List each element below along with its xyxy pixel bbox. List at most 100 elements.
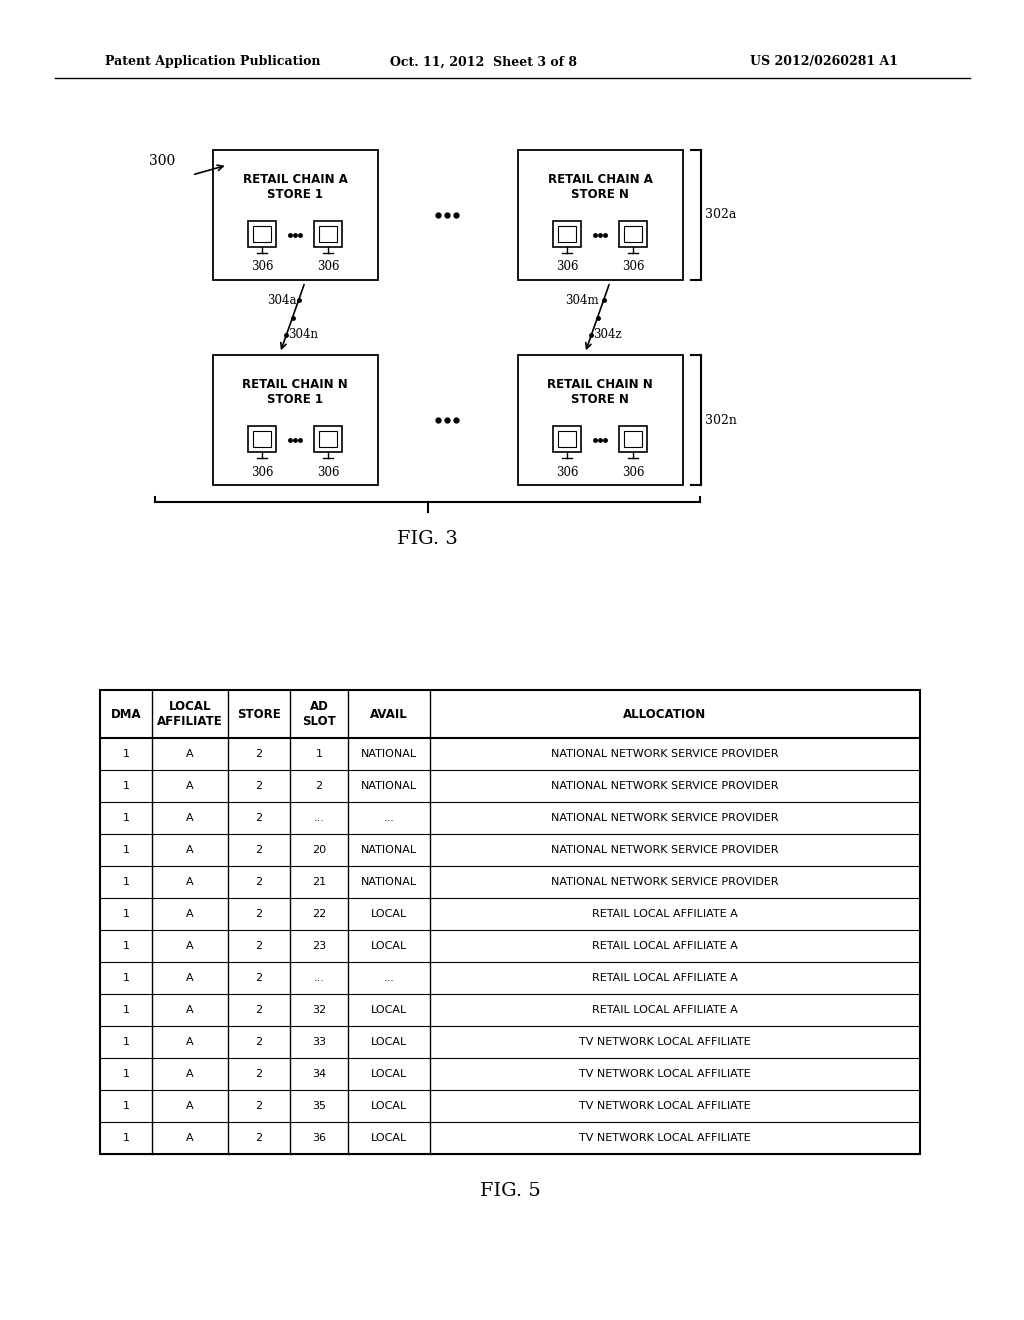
Text: RETAIL LOCAL AFFILIATE A: RETAIL LOCAL AFFILIATE A bbox=[592, 1005, 738, 1015]
Text: A: A bbox=[186, 909, 194, 919]
Text: LOCAL: LOCAL bbox=[371, 1038, 408, 1047]
Bar bbox=[314, 426, 342, 451]
Text: 21: 21 bbox=[312, 876, 326, 887]
Bar bbox=[618, 220, 647, 247]
Text: LOCAL: LOCAL bbox=[371, 1101, 408, 1111]
Text: ...: ... bbox=[313, 973, 325, 983]
Bar bbox=[553, 220, 581, 247]
Bar bbox=[248, 426, 276, 451]
Bar bbox=[618, 426, 647, 451]
Text: RETAIL CHAIN N
STORE 1: RETAIL CHAIN N STORE 1 bbox=[242, 378, 348, 407]
Text: NATIONAL NETWORK SERVICE PROVIDER: NATIONAL NETWORK SERVICE PROVIDER bbox=[551, 781, 778, 791]
Text: 306: 306 bbox=[251, 466, 273, 479]
Text: NATIONAL: NATIONAL bbox=[360, 845, 417, 855]
Text: NATIONAL NETWORK SERVICE PROVIDER: NATIONAL NETWORK SERVICE PROVIDER bbox=[551, 845, 778, 855]
Text: 1: 1 bbox=[123, 1038, 129, 1047]
Text: 2: 2 bbox=[255, 1005, 262, 1015]
Text: 306: 306 bbox=[316, 260, 339, 273]
Text: 306: 306 bbox=[622, 466, 644, 479]
Text: 306: 306 bbox=[556, 466, 579, 479]
Text: TV NETWORK LOCAL AFFILIATE: TV NETWORK LOCAL AFFILIATE bbox=[580, 1038, 751, 1047]
Text: A: A bbox=[186, 813, 194, 822]
Text: RETAIL LOCAL AFFILIATE A: RETAIL LOCAL AFFILIATE A bbox=[592, 973, 738, 983]
Bar bbox=[624, 432, 642, 447]
Text: 22: 22 bbox=[312, 909, 326, 919]
Text: 1: 1 bbox=[123, 973, 129, 983]
Bar bbox=[517, 150, 683, 280]
Text: 2: 2 bbox=[315, 781, 323, 791]
Text: 32: 32 bbox=[312, 1005, 326, 1015]
Text: A: A bbox=[186, 1038, 194, 1047]
Text: NATIONAL: NATIONAL bbox=[360, 748, 417, 759]
Text: NATIONAL: NATIONAL bbox=[360, 876, 417, 887]
Bar bbox=[553, 426, 581, 451]
Text: 306: 306 bbox=[251, 260, 273, 273]
Text: 306: 306 bbox=[622, 260, 644, 273]
Text: 1: 1 bbox=[123, 876, 129, 887]
Text: 304a: 304a bbox=[267, 294, 297, 308]
Text: 2: 2 bbox=[255, 748, 262, 759]
Text: A: A bbox=[186, 876, 194, 887]
Text: FIG. 3: FIG. 3 bbox=[397, 531, 458, 548]
Text: LOCAL
AFFILIATE: LOCAL AFFILIATE bbox=[157, 700, 223, 729]
Text: 2: 2 bbox=[255, 1038, 262, 1047]
Text: STORE: STORE bbox=[238, 708, 281, 721]
Text: 1: 1 bbox=[123, 748, 129, 759]
Text: 306: 306 bbox=[556, 260, 579, 273]
Text: NATIONAL: NATIONAL bbox=[360, 781, 417, 791]
Text: 1: 1 bbox=[123, 813, 129, 822]
Text: TV NETWORK LOCAL AFFILIATE: TV NETWORK LOCAL AFFILIATE bbox=[580, 1133, 751, 1143]
Text: RETAIL CHAIN N
STORE N: RETAIL CHAIN N STORE N bbox=[547, 378, 653, 407]
Text: RETAIL LOCAL AFFILIATE A: RETAIL LOCAL AFFILIATE A bbox=[592, 941, 738, 950]
Text: 304m: 304m bbox=[565, 294, 599, 308]
Bar bbox=[253, 226, 271, 242]
Text: 20: 20 bbox=[312, 845, 326, 855]
Text: LOCAL: LOCAL bbox=[371, 909, 408, 919]
Text: 2: 2 bbox=[255, 973, 262, 983]
Text: RETAIL LOCAL AFFILIATE A: RETAIL LOCAL AFFILIATE A bbox=[592, 909, 738, 919]
Text: ...: ... bbox=[384, 973, 394, 983]
Text: 1: 1 bbox=[123, 1133, 129, 1143]
Bar bbox=[558, 432, 575, 447]
Text: 1: 1 bbox=[123, 845, 129, 855]
Text: A: A bbox=[186, 781, 194, 791]
Text: DMA: DMA bbox=[111, 708, 141, 721]
Text: RETAIL CHAIN A
STORE 1: RETAIL CHAIN A STORE 1 bbox=[243, 173, 347, 201]
Text: A: A bbox=[186, 845, 194, 855]
Text: LOCAL: LOCAL bbox=[371, 941, 408, 950]
Text: 2: 2 bbox=[255, 941, 262, 950]
Text: A: A bbox=[186, 941, 194, 950]
Bar bbox=[100, 690, 920, 1154]
Bar bbox=[213, 150, 378, 280]
Text: 1: 1 bbox=[123, 1069, 129, 1078]
Text: 23: 23 bbox=[312, 941, 326, 950]
Text: A: A bbox=[186, 1069, 194, 1078]
Text: 1: 1 bbox=[123, 909, 129, 919]
Text: ALLOCATION: ALLOCATION bbox=[624, 708, 707, 721]
Text: 2: 2 bbox=[255, 876, 262, 887]
Text: 302n: 302n bbox=[706, 413, 737, 426]
Text: AD
SLOT: AD SLOT bbox=[302, 700, 336, 729]
Text: 34: 34 bbox=[312, 1069, 326, 1078]
Bar bbox=[319, 432, 337, 447]
Text: 304z: 304z bbox=[593, 327, 622, 341]
Text: 1: 1 bbox=[315, 748, 323, 759]
Text: NATIONAL NETWORK SERVICE PROVIDER: NATIONAL NETWORK SERVICE PROVIDER bbox=[551, 813, 778, 822]
Bar bbox=[314, 220, 342, 247]
Text: ...: ... bbox=[384, 813, 394, 822]
Text: NATIONAL NETWORK SERVICE PROVIDER: NATIONAL NETWORK SERVICE PROVIDER bbox=[551, 876, 778, 887]
Text: TV NETWORK LOCAL AFFILIATE: TV NETWORK LOCAL AFFILIATE bbox=[580, 1069, 751, 1078]
Bar bbox=[213, 355, 378, 484]
Text: 2: 2 bbox=[255, 1069, 262, 1078]
Text: NATIONAL NETWORK SERVICE PROVIDER: NATIONAL NETWORK SERVICE PROVIDER bbox=[551, 748, 778, 759]
Text: ...: ... bbox=[313, 813, 325, 822]
Text: 2: 2 bbox=[255, 813, 262, 822]
Text: 2: 2 bbox=[255, 781, 262, 791]
Text: 1: 1 bbox=[123, 1005, 129, 1015]
Text: 33: 33 bbox=[312, 1038, 326, 1047]
Text: 2: 2 bbox=[255, 909, 262, 919]
Text: LOCAL: LOCAL bbox=[371, 1133, 408, 1143]
Text: 35: 35 bbox=[312, 1101, 326, 1111]
Bar bbox=[253, 432, 271, 447]
Text: A: A bbox=[186, 1133, 194, 1143]
